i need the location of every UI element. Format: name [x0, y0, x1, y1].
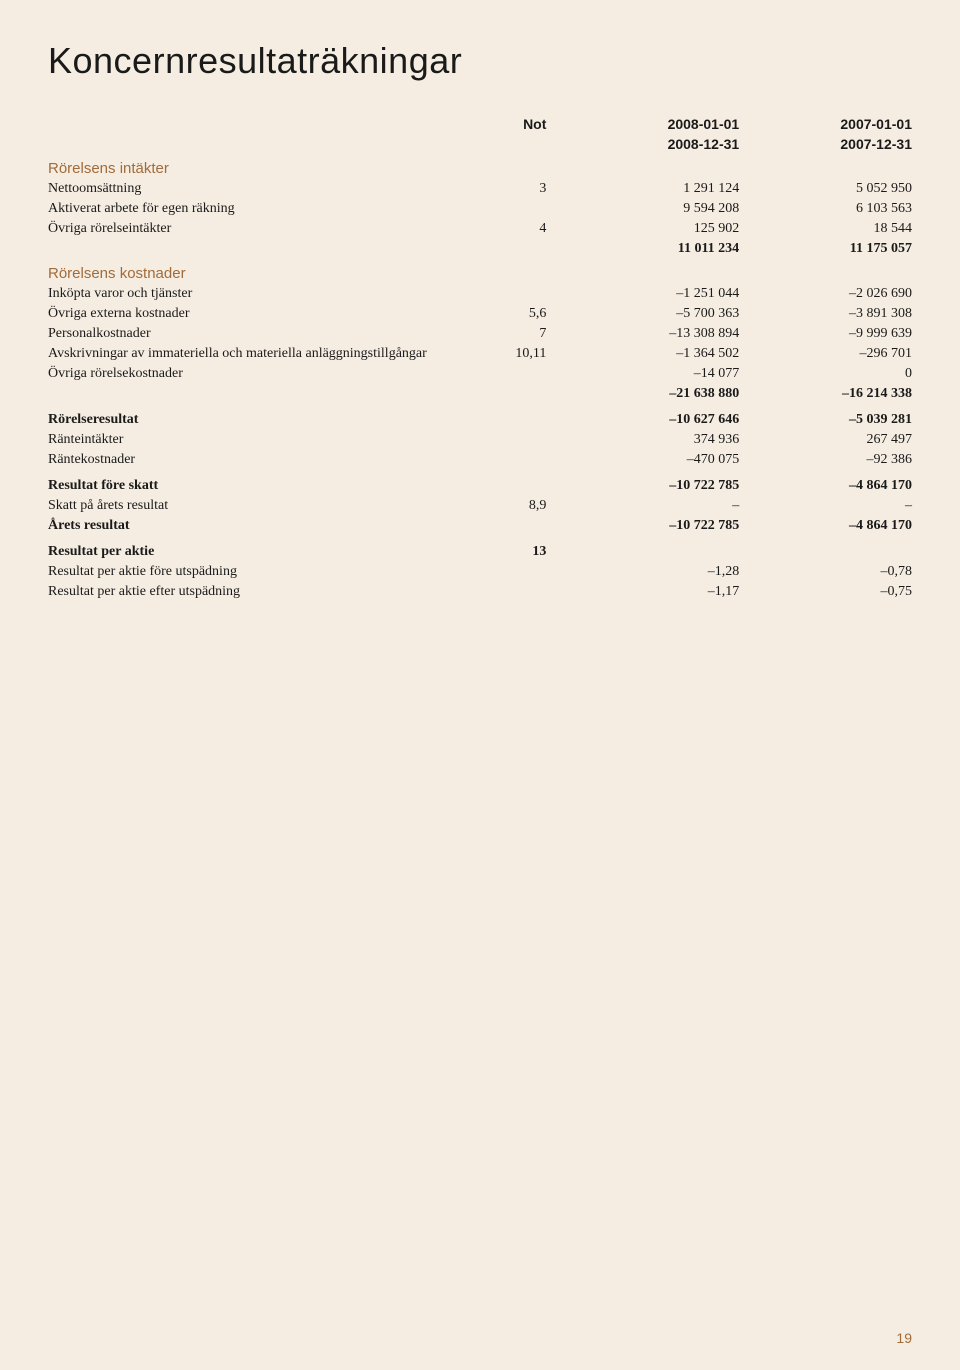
table-row: Avskrivningar av immateriella och materi…: [48, 344, 912, 364]
section-intakter: Rörelsens intäkter: [48, 154, 912, 179]
table-row-arets-resultat: Årets resultat –10 722 785 –4 864 170: [48, 516, 912, 536]
table-row-subtotal: 11 011 234 11 175 057: [48, 239, 912, 259]
table-row: Räntekostnader –470 075 –92 386: [48, 450, 912, 470]
col-period2-start: 2007-01-01: [739, 114, 912, 134]
page-number: 19: [896, 1330, 912, 1346]
table-row: Övriga rörelsekostnader –14 077 0: [48, 364, 912, 384]
table-row-subtotal: –21 638 880 –16 214 338: [48, 384, 912, 404]
page-title: Koncernresultaträkningar: [48, 40, 912, 82]
col-period2-end: 2007-12-31: [739, 134, 912, 154]
table-row-resultat-per-aktie: Resultat per aktie 13: [48, 542, 912, 562]
table-row: Resultat per aktie efter utspädning –1,1…: [48, 582, 912, 602]
section-kostnader: Rörelsens kostnader: [48, 259, 912, 284]
table-row: Ränteintäkter 374 936 267 497: [48, 430, 912, 450]
table-row-rorelseresultat: Rörelseresultat –10 627 646 –5 039 281: [48, 410, 912, 430]
col-period1-end: 2008-12-31: [566, 134, 739, 154]
col-period1-start: 2008-01-01: [566, 114, 739, 134]
table-header-row-2: 2008-12-31 2007-12-31: [48, 134, 912, 154]
table-row: Nettoomsättning 3 1 291 124 5 052 950: [48, 179, 912, 199]
table-row: Personalkostnader 7 –13 308 894 –9 999 6…: [48, 324, 912, 344]
table-row: Skatt på årets resultat 8,9 – –: [48, 496, 912, 516]
table-row: Övriga externa kostnader 5,6 –5 700 363 …: [48, 304, 912, 324]
table-row: Inköpta varor och tjänster –1 251 044 –2…: [48, 284, 912, 304]
table-row-resultat-fore-skatt: Resultat före skatt –10 722 785 –4 864 1…: [48, 476, 912, 496]
income-statement-table: Not 2008-01-01 2007-01-01 2008-12-31 200…: [48, 114, 912, 602]
table-header-row: Not 2008-01-01 2007-01-01: [48, 114, 912, 134]
table-row: Övriga rörelseintäkter 4 125 902 18 544: [48, 219, 912, 239]
table-row: Resultat per aktie före utspädning –1,28…: [48, 562, 912, 582]
table-row: Aktiverat arbete för egen räkning 9 594 …: [48, 199, 912, 219]
col-not-header: Not: [497, 114, 566, 134]
